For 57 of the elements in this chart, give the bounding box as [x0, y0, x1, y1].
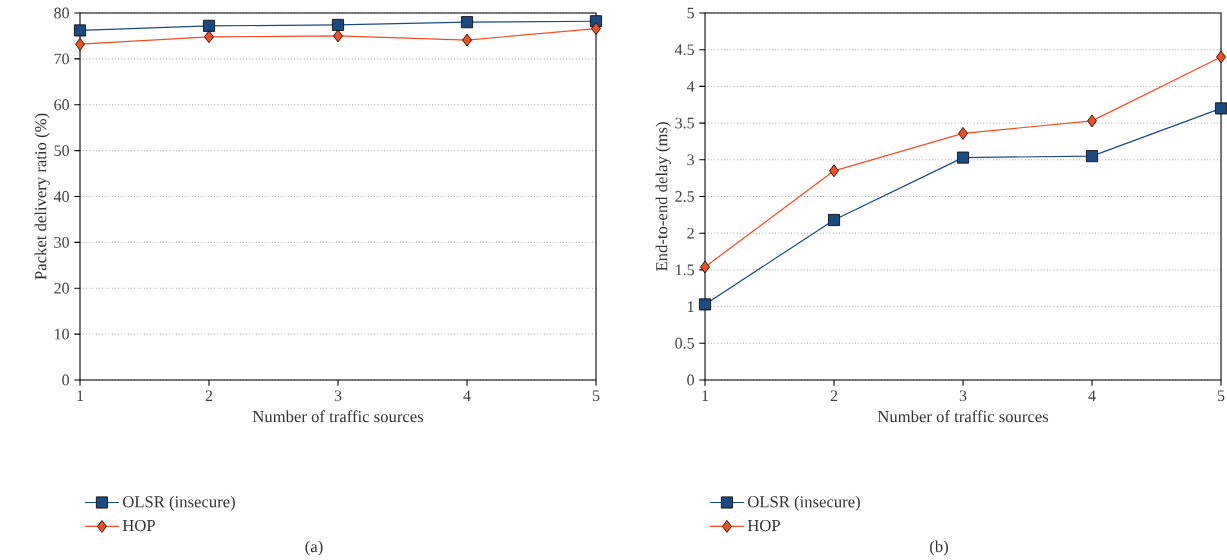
x-tick-label: 3	[959, 390, 967, 402]
legend-label: OLSR (insecure)	[747, 495, 860, 511]
legend-label: OLSR (insecure)	[122, 495, 235, 511]
y-tick-label: 0	[687, 374, 694, 386]
point	[203, 19, 215, 32]
x-tick-label: 1	[702, 390, 709, 401]
point	[829, 164, 839, 178]
y-tick-label: 70	[54, 53, 69, 65]
y-tick-label: 0	[62, 374, 69, 386]
point	[333, 29, 343, 43]
point	[1086, 150, 1099, 163]
point	[204, 30, 214, 44]
point	[957, 151, 970, 164]
point	[958, 126, 968, 140]
y-tick-label: 1	[688, 301, 694, 312]
point	[591, 22, 601, 35]
x-tick-label: 3	[334, 390, 342, 402]
x-tick-label: 5	[592, 390, 600, 402]
legend-label: HOP	[122, 519, 155, 532]
x-tick-label: 2	[830, 390, 838, 401]
y-tick-label: 40	[53, 191, 69, 202]
text: (b)	[930, 540, 948, 556]
point	[332, 18, 344, 31]
x-axis-title: Number of traffic sources	[252, 410, 424, 423]
x-tick-label: 1	[77, 390, 84, 401]
y-axis-title: Packet delivery ratio (%)	[34, 113, 50, 280]
text: (a)	[305, 540, 323, 556]
y-tick-label: 3.5	[675, 117, 694, 129]
point	[700, 260, 710, 274]
y-tick-label: 4	[686, 81, 695, 92]
y-tick-label: 10	[55, 328, 69, 340]
point	[461, 16, 474, 29]
point	[462, 33, 472, 47]
x-tick-label: 4	[463, 390, 471, 401]
y-axis-title: End-to-end delay (ms)	[655, 122, 671, 271]
y-tick-label: 20	[54, 282, 69, 294]
y-tick-label: 4.5	[674, 44, 694, 56]
y-tick-label: 2.5	[675, 191, 694, 202]
point	[75, 37, 85, 51]
point	[1087, 114, 1097, 128]
y-tick-label: 80	[54, 7, 69, 19]
y-tick-label: 60	[54, 99, 69, 111]
x-tick-label: 2	[205, 390, 213, 401]
y-tick-label: 0.5	[675, 337, 694, 349]
point	[74, 24, 86, 37]
x-tick-label: 4	[1088, 390, 1096, 401]
x-axis-title: Number of traffic sources	[877, 410, 1049, 423]
point	[828, 213, 841, 226]
y-tick-label: 5	[687, 7, 694, 19]
y-tick-label: 1.5	[676, 264, 694, 276]
y-tick-label: 3	[687, 154, 694, 166]
legend-label: HOP	[747, 519, 780, 532]
point	[699, 298, 712, 311]
x-tick-label: 5	[1217, 390, 1225, 402]
y-tick-label: 2	[687, 227, 694, 239]
y-tick-label: 50	[54, 145, 69, 157]
y-tick-label: 30	[54, 236, 69, 248]
